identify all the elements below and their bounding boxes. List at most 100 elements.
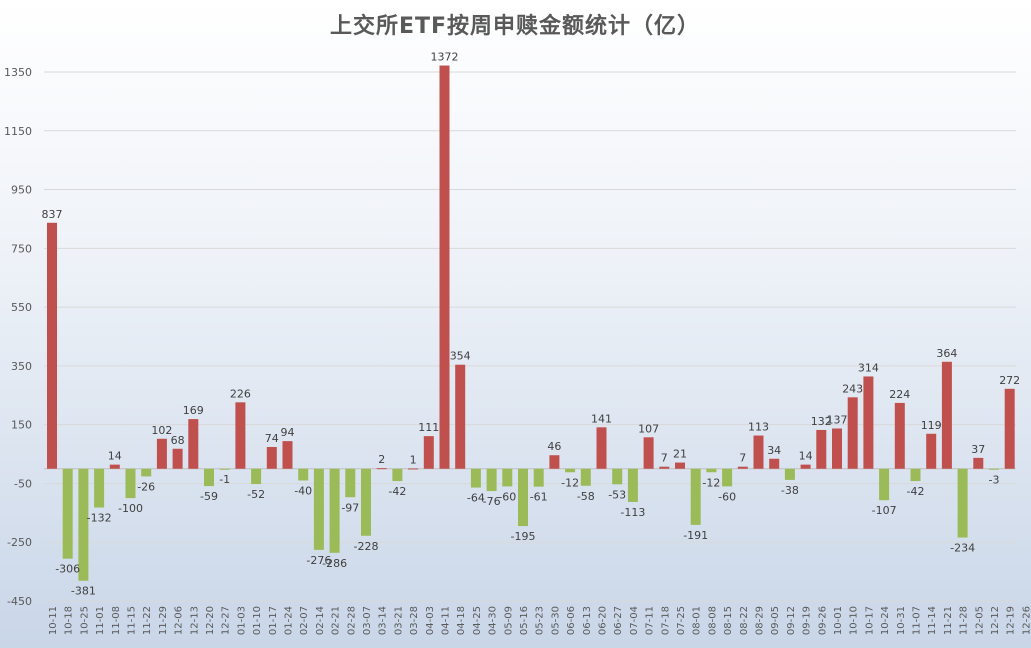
x-tick-label: 08-08 bbox=[707, 606, 718, 635]
bar bbox=[455, 364, 466, 469]
bar bbox=[722, 468, 733, 487]
x-tick-label: 09-12 bbox=[786, 606, 797, 635]
bar bbox=[109, 464, 120, 469]
x-tick-label: 05-30 bbox=[550, 606, 561, 635]
x-tick-label: 10-11 bbox=[48, 606, 59, 635]
x-tick-label: 11-07 bbox=[912, 606, 923, 635]
y-tick-label: 550 bbox=[11, 301, 32, 314]
x-tick-label: 01-10 bbox=[252, 606, 263, 635]
x-tick-label: 03-28 bbox=[409, 606, 420, 635]
data-label: -42 bbox=[907, 485, 925, 498]
bar bbox=[941, 361, 952, 469]
x-tick-label: 12-26 bbox=[1021, 606, 1031, 635]
data-label: -306 bbox=[55, 563, 80, 576]
x-tick-label: 10-24 bbox=[880, 606, 891, 635]
x-tick-label: 10-10 bbox=[849, 606, 860, 635]
x-tick-label: 02-21 bbox=[331, 606, 342, 635]
bar bbox=[266, 447, 277, 469]
y-tick-label: -250 bbox=[7, 536, 32, 549]
y-tick-label: 1350 bbox=[4, 66, 32, 79]
x-tick-label: 03-21 bbox=[393, 606, 404, 635]
y-tick-label: 150 bbox=[11, 419, 32, 432]
x-tick-label: 11-21 bbox=[943, 606, 954, 635]
data-label: -3 bbox=[989, 474, 1000, 487]
x-tick-label: 11-14 bbox=[927, 606, 938, 635]
data-label: -234 bbox=[950, 542, 975, 555]
bar bbox=[1004, 388, 1015, 469]
data-label: -76 bbox=[483, 495, 501, 508]
x-tick-label: 06-13 bbox=[582, 606, 593, 635]
bar bbox=[643, 437, 654, 469]
bar bbox=[47, 222, 57, 469]
x-tick-label: 12-27 bbox=[221, 606, 232, 635]
bar bbox=[188, 419, 199, 469]
data-label: -60 bbox=[498, 490, 516, 503]
bar bbox=[62, 468, 73, 559]
x-tick-label: 11-29 bbox=[158, 606, 169, 635]
data-label: -12 bbox=[702, 476, 720, 489]
y-tick-label: 350 bbox=[11, 360, 32, 373]
data-label: 102 bbox=[151, 424, 172, 437]
x-tick-label: 06-20 bbox=[598, 606, 609, 635]
data-label: 94 bbox=[281, 426, 295, 439]
data-label: 74 bbox=[265, 432, 279, 445]
x-tick-label: 06-27 bbox=[613, 606, 624, 635]
x-tick-label: 12-12 bbox=[990, 606, 1001, 635]
x-tick-label: 10-18 bbox=[64, 606, 75, 635]
x-tick-label: 12-05 bbox=[974, 606, 985, 635]
data-label: 226 bbox=[230, 387, 251, 400]
bar bbox=[753, 435, 764, 469]
data-label: -132 bbox=[87, 512, 112, 525]
bar bbox=[580, 468, 591, 486]
bar bbox=[533, 468, 544, 487]
data-label: -97 bbox=[341, 501, 359, 514]
data-label: 14 bbox=[799, 450, 813, 463]
x-tick-label: 11-08 bbox=[111, 606, 122, 635]
bar bbox=[879, 468, 890, 501]
data-label: 132 bbox=[811, 415, 832, 428]
bar bbox=[408, 468, 419, 470]
x-tick-label: 02-28 bbox=[346, 606, 357, 635]
y-tick-label: 950 bbox=[11, 184, 32, 197]
bar bbox=[863, 376, 874, 469]
y-tick-label: -450 bbox=[7, 595, 32, 608]
data-label: 34 bbox=[767, 444, 781, 457]
data-labels: 837-306-381-13214-100-2610268169-59-1226… bbox=[42, 51, 1021, 598]
bar bbox=[204, 468, 214, 487]
data-label: 21 bbox=[673, 448, 687, 461]
x-tick-label: 12-06 bbox=[174, 606, 185, 635]
data-label: -276 bbox=[306, 554, 331, 567]
data-label: -64 bbox=[467, 492, 485, 505]
x-tick-label: 01-03 bbox=[236, 606, 247, 635]
x-tick-label: 07-18 bbox=[660, 606, 671, 635]
bar bbox=[376, 468, 387, 470]
x-tick-label: 09-19 bbox=[802, 606, 813, 635]
data-label: 141 bbox=[591, 412, 612, 425]
bar bbox=[894, 402, 905, 469]
data-label: -42 bbox=[388, 485, 406, 498]
data-label: -191 bbox=[683, 529, 708, 542]
y-tick-label: -50 bbox=[14, 477, 32, 490]
bar bbox=[439, 65, 450, 469]
bar bbox=[706, 468, 717, 473]
x-tick-label: 03-14 bbox=[378, 606, 389, 635]
gridlines bbox=[44, 71, 1016, 602]
data-label: -113 bbox=[620, 506, 645, 519]
data-label: 224 bbox=[889, 388, 910, 401]
x-tick-label: 02-07 bbox=[299, 606, 310, 635]
bar bbox=[313, 468, 324, 550]
data-label: 7 bbox=[661, 452, 668, 465]
data-label: 107 bbox=[638, 422, 659, 435]
x-tick-label: 06-06 bbox=[566, 606, 577, 635]
bar bbox=[172, 448, 183, 469]
bar bbox=[251, 468, 262, 485]
bar bbox=[910, 468, 921, 482]
data-label: 243 bbox=[842, 382, 863, 395]
data-label: -100 bbox=[118, 502, 143, 515]
data-label: -286 bbox=[322, 557, 347, 570]
bar bbox=[973, 457, 984, 469]
y-tick-label: 750 bbox=[11, 242, 32, 255]
bar bbox=[596, 427, 607, 469]
bar bbox=[565, 468, 576, 473]
